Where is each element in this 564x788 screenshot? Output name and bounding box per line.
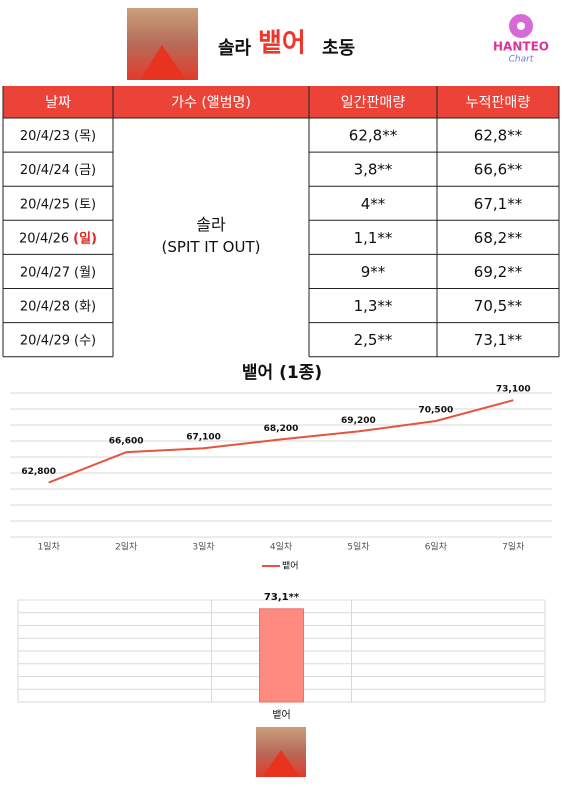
album: (SPIT IT OUT): [162, 238, 261, 256]
artist: 솔라: [196, 215, 226, 234]
x-tick-label: 6일차: [425, 541, 448, 553]
date: 20/4/24: [20, 163, 70, 178]
data-label: 68,200: [264, 424, 299, 434]
date-cell: 20/4/23 (목): [20, 129, 96, 144]
logo-sub: Chart: [509, 55, 534, 65]
date-cell: 20/4/24 (금): [20, 163, 96, 178]
legend-label: 뱉어: [282, 561, 299, 572]
date: 20/4/25: [20, 197, 70, 212]
date: 20/4/26: [19, 231, 69, 246]
column-header: 가수 (앨범명): [171, 95, 251, 111]
bar: [259, 608, 304, 703]
x-tick-label: 2일차: [115, 541, 138, 553]
date: 20/4/29: [20, 333, 70, 348]
date-cell: 20/4/29 (수): [20, 333, 96, 348]
daily-sales: 3,8**: [354, 161, 393, 179]
weekday: (토): [74, 197, 96, 212]
daily-sales: 2,5**: [354, 331, 393, 349]
title-song: 뱉어: [258, 29, 306, 59]
title-suffix: 초동: [322, 38, 355, 59]
logo-text: HANTEO: [493, 40, 549, 54]
logo-hole: [517, 22, 525, 30]
daily-sales: 62,8**: [349, 127, 398, 145]
weekday: (목): [74, 129, 96, 144]
line: [48, 399, 514, 484]
column-header: 누적판매량: [466, 95, 531, 111]
total-sales: 66,6**: [474, 161, 523, 179]
x-tick-label: 5일차: [347, 541, 370, 553]
total-sales: 68,2**: [474, 229, 523, 247]
column-header: 일간판매량: [341, 95, 406, 111]
total-sales: 67,1**: [474, 195, 523, 213]
date: 20/4/27: [20, 265, 70, 280]
data-label: 73,1**: [264, 592, 300, 603]
data-label: 70,500: [418, 406, 453, 416]
total-sales: 69,2**: [474, 263, 523, 281]
weekday: (화): [74, 299, 96, 314]
thumb-detail: [262, 750, 300, 777]
daily-sales: 1,3**: [354, 297, 393, 315]
date: 20/4/28: [20, 299, 70, 314]
weekday: (월): [74, 265, 96, 280]
total-sales: 62,8**: [474, 127, 523, 145]
date-cell: 20/4/28 (화): [20, 299, 96, 314]
x-tick-label: 4일차: [270, 541, 293, 553]
header-row: [3, 86, 559, 118]
title-artist: 솔라: [218, 38, 252, 59]
total-sales: 73,1**: [474, 331, 523, 349]
date-cell: 20/4/26 (일): [19, 231, 97, 246]
data-label: 73,100: [496, 385, 531, 395]
cover-detail: [140, 45, 186, 80]
data-label: 67,100: [186, 433, 221, 443]
data-label: 69,200: [341, 416, 376, 426]
weekday: (수): [74, 333, 96, 348]
x-tick-label: 1일차: [38, 541, 61, 553]
column-header: 날짜: [45, 95, 71, 111]
weekday: (금): [74, 163, 96, 178]
data-label: 62,800: [21, 467, 56, 477]
x-tick-label: 3일차: [192, 541, 215, 553]
charts: 뱉어 (1종) 1일차 2일차 3일차 4일차 5일차 6일차 7일차 62,800 66,600…: [10, 363, 552, 721]
x-tick-label: 뱉어: [272, 709, 290, 721]
daily-sales: 1,1**: [354, 229, 393, 247]
table: 날짜 가수 (앨범명) 일간판매량 누적판매량 20/4/23 (목) 62,8** 62,8…: [2, 86, 560, 358]
daily-sales: 4**: [361, 195, 386, 213]
weekday: (일): [73, 231, 97, 246]
data-label: 66,600: [109, 437, 144, 447]
total-sales: 70,5**: [474, 297, 523, 315]
date-cell: 20/4/25 (토): [20, 197, 96, 212]
date: 20/4/23: [20, 129, 70, 144]
chart-title: 뱉어 (1종): [242, 363, 322, 383]
date-cell: 20/4/27 (월): [20, 265, 96, 280]
x-tick-label: 7일차: [502, 541, 525, 553]
daily-sales: 9**: [361, 263, 386, 281]
